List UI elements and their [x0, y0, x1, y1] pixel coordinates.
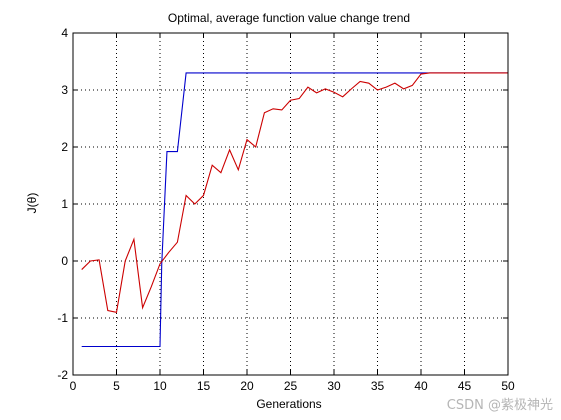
- y-tick-label: 2: [61, 140, 68, 154]
- x-axis-label: Generations: [256, 397, 321, 411]
- grid-lines: [73, 33, 508, 375]
- watermark-text: CSDN @紫极神光: [447, 398, 553, 413]
- y-tick-label: 0: [61, 254, 68, 268]
- y-tick-label: 3: [61, 83, 68, 97]
- x-tick-label: 0: [70, 379, 77, 393]
- series-layer: [81, 72, 508, 348]
- y-tick-label: 1: [61, 197, 68, 211]
- x-tick-label: 40: [414, 379, 428, 393]
- plot-background: [73, 33, 508, 375]
- x-tick-label: 25: [284, 379, 298, 393]
- tick-marks: [72, 32, 509, 376]
- x-tick-label: 30: [327, 379, 341, 393]
- y-tick-label: -1: [57, 311, 68, 325]
- y-axis-label: J(θ): [25, 193, 39, 214]
- chart-title: Optimal, average function value change t…: [168, 11, 410, 25]
- plot-area: 0 5 10 15 20 25 30 35 40 45 50 -2 -1 0 1 2 3 4: [57, 26, 515, 393]
- x-tick-label: 50: [501, 379, 515, 393]
- y-tick-label: 4: [61, 26, 68, 40]
- x-tick-label: 45: [458, 379, 472, 393]
- x-tick-label: 15: [197, 379, 211, 393]
- x-tick-label: 35: [371, 379, 385, 393]
- x-tick-label: 5: [113, 379, 120, 393]
- y-tick-label: -2: [57, 368, 68, 382]
- x-tick-label: 20: [240, 379, 254, 393]
- series-line-2: [81, 72, 508, 313]
- x-tick-label: 10: [153, 379, 167, 393]
- tick-labels: 0 5 10 15 20 25 30 35 40 45 50 -2 -1 0 1 2 3 4: [57, 26, 515, 393]
